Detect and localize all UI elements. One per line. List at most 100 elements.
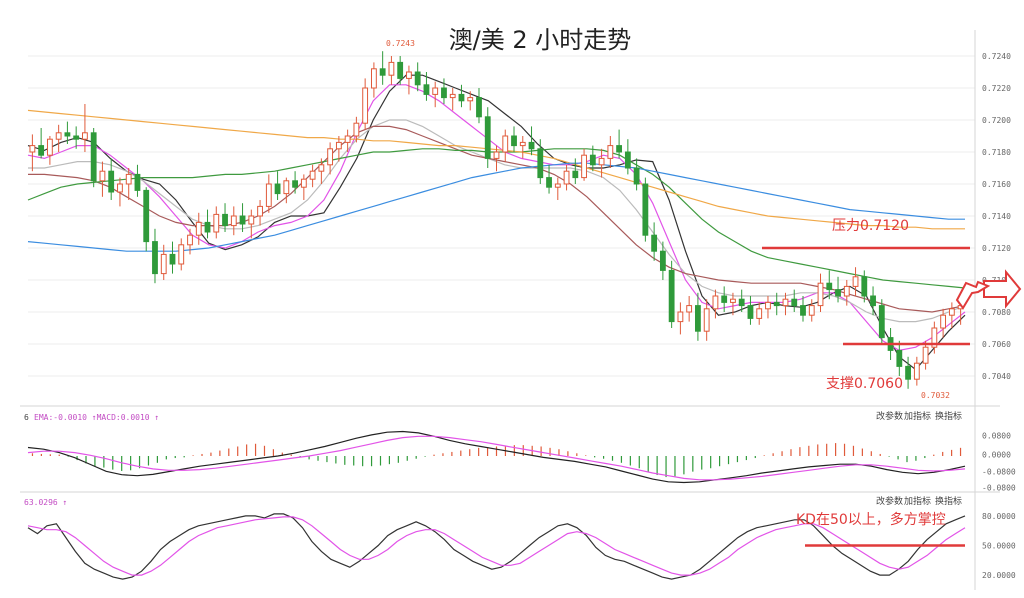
low-price-label: 0.7032 [921,391,950,400]
candle-body [511,135,517,147]
candle-body [581,154,587,179]
kd-y-tick-label: 20.0000 [982,571,1016,580]
y-tick-label: 0.7140 [982,212,1011,221]
candle-body [800,305,806,316]
kd-switch-indicator-button[interactable]: 换指标 [935,495,962,507]
candle-body [406,71,412,79]
candle-body [791,298,798,307]
candle-body [239,215,246,225]
candle-body [878,305,885,339]
candle-body [441,87,447,99]
candle-body [852,276,859,287]
macd-dea-line [27,435,966,481]
candle-body [248,215,255,225]
candle-body [300,178,307,188]
candle-body [344,135,351,143]
macd-y-tick-label: -0.0800 [982,483,1016,492]
y-tick-label: 0.7240 [982,52,1011,61]
candle-body [73,135,80,140]
candle-body [283,180,290,195]
candle-body [187,234,193,246]
candle-body [537,148,544,179]
candle-body [528,141,535,150]
candle-body [458,93,465,102]
y-tick-label: 0.7040 [982,372,1011,381]
candle-body [896,349,903,367]
candle-body [55,132,62,140]
candle-body [861,276,868,297]
kd-y-tick-label: 50.0000 [982,542,1016,551]
candle-body [222,213,228,227]
candle-body [414,71,421,86]
kd-header: 63.0296 ↑ [24,498,67,507]
candle-body [686,305,693,313]
candle-body [90,132,97,182]
kd-y-tick-label: 80.0000 [982,512,1016,521]
candle-body [905,365,911,380]
candle-body [46,138,53,156]
candle-body [484,116,491,159]
trend-arrow-icon [955,269,1022,310]
macd-dif-line [27,430,966,484]
candle-body [677,311,684,323]
candle-body [624,151,631,169]
candle-body [274,183,281,195]
candle-body [817,282,824,307]
candle-body [598,157,605,166]
macd-header-prefix: 6 [24,413,29,422]
support-label: 支撑0.7060 [826,376,903,392]
candle-body [388,61,395,76]
macd-switch-indicator-button[interactable]: 换指标 [935,410,962,422]
candle-body [64,132,71,137]
candle-body [712,295,719,310]
moving-average-line [27,74,966,371]
candle-body [152,241,158,275]
candle-body [213,213,220,233]
candle-body [169,253,176,265]
candle-body [493,151,500,159]
candle-body [554,183,561,188]
macd-add-indicator-button[interactable]: 加指标 [904,410,931,422]
candle-body [948,308,955,316]
resistance-label: 压力0.7120 [832,218,909,234]
candle-body [922,346,929,364]
candle-body [397,61,404,79]
kd-k-line [27,513,966,580]
macd-edit-params-button[interactable]: 改参数 [876,410,903,422]
candle-body [265,183,272,207]
candle-body [230,215,237,227]
candle-body [773,301,780,307]
candle-body [467,97,474,102]
main-price-panel: 0.7240 0.7220 0.7200 0.7180 0.7160 0.7140 0.71… [27,30,1011,590]
candle-body [633,167,640,185]
candle-body [738,298,745,307]
candle-body [870,295,876,307]
candle-body [134,173,141,191]
candle-body [502,135,509,153]
candle-body [616,145,623,153]
candle-body [335,141,342,150]
kd-edit-params-button[interactable]: 改参数 [876,495,903,507]
candle-body [432,87,439,95]
candle-body [178,244,185,265]
candle-body [808,305,815,316]
y-tick-label: 0.7220 [982,84,1011,93]
candle-body [423,84,430,95]
candle-body [117,183,123,193]
candle-body [309,170,316,180]
candle-body [931,327,938,348]
candle-body [747,305,754,319]
y-tick-label: 0.7180 [982,148,1011,157]
candle-body [721,295,728,303]
candle-body [607,145,614,159]
candle-body [913,362,920,380]
high-price-label: 0.7243 [386,39,415,48]
macd-y-tick-label: 0.0000 [982,450,1011,459]
candle-body [362,87,369,124]
candle-body [99,170,106,182]
candle-body [82,132,88,140]
candle-body [835,289,841,297]
kd-add-indicator-button[interactable]: 加指标 [904,495,931,507]
candle-body [642,183,649,236]
